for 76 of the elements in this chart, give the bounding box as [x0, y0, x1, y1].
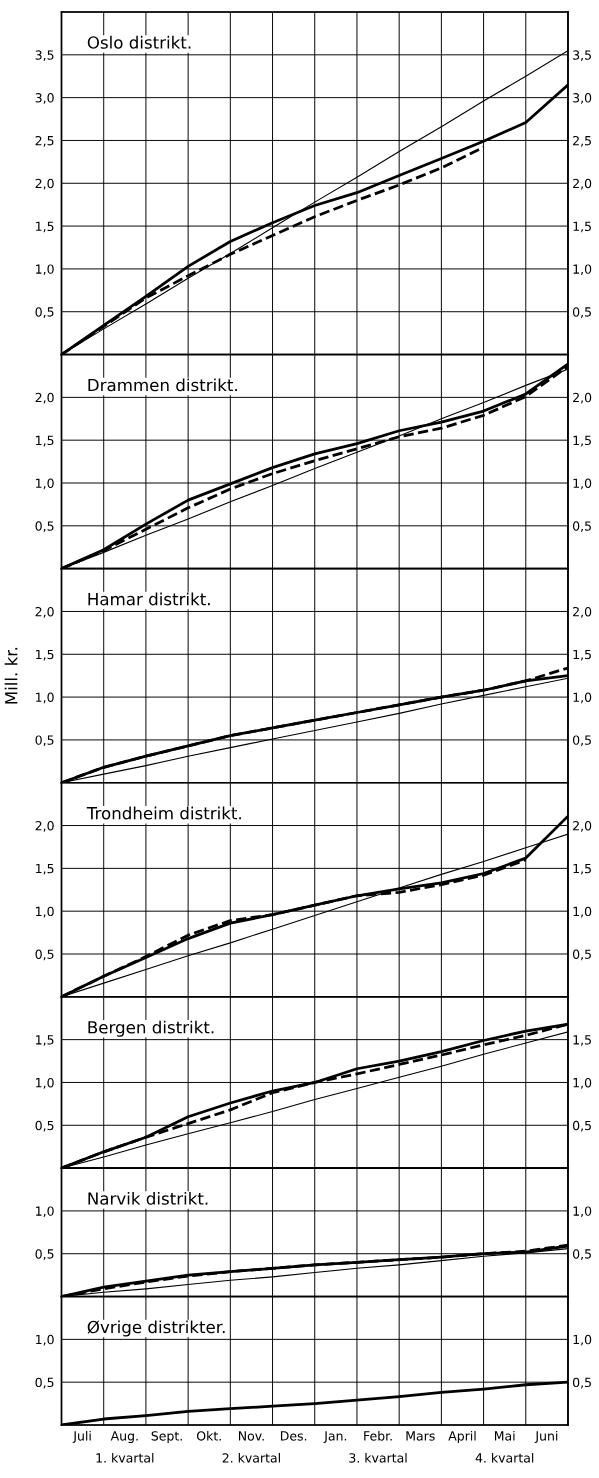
y-tick-label: 1,0 — [36, 906, 54, 918]
text: Jan. — [323, 1431, 347, 1443]
text: April — [448, 1430, 476, 1444]
y2-tick-label: 1,0 — [573, 1206, 592, 1218]
y2-tick-label: 1,0 — [573, 1077, 592, 1089]
y2-tick-label: 0,5 — [572, 1377, 591, 1389]
y-tick-label: 2,5 — [35, 135, 54, 147]
y-tick-label: 1,0 — [36, 692, 54, 704]
y-tick-label: 0,5 — [35, 735, 54, 747]
y-tick-label: 2,0 — [35, 392, 54, 404]
y-tick-label: 0,5 — [35, 1120, 54, 1132]
y-tick-label: 0,5 — [35, 307, 54, 318]
y2-tick-label: 0,5 — [572, 521, 591, 533]
y2-tick-label: 2,0 — [573, 178, 592, 190]
text: 2. kvartal — [222, 1452, 280, 1463]
y2-tick-label: 1,0 — [573, 692, 592, 704]
y2-tick-label: 1,5 — [573, 649, 591, 661]
text: Hamar distrikt. — [88, 592, 210, 606]
y-tick-label: 1,5 — [36, 435, 54, 447]
y-tick-label: 1,0 — [36, 1077, 54, 1089]
y2-tick-label: 0,5 — [572, 1120, 591, 1132]
y2-tick-label: 2,0 — [573, 606, 592, 618]
text: Juli — [72, 1430, 91, 1443]
y-tick-label: 0,5 — [35, 1377, 54, 1389]
y2-tick-label: 0,5 — [572, 735, 591, 747]
y-tick-label: 1,0 — [36, 1334, 54, 1346]
y-tick-label: 1,5 — [36, 864, 54, 875]
text: Øvrige distrikter. — [87, 1320, 225, 1337]
text: Mai — [494, 1430, 515, 1441]
text: 1. kvartal — [96, 1452, 154, 1463]
y-tick-label: 3,0 — [35, 93, 54, 104]
y-tick-label: 2,0 — [35, 606, 54, 618]
y2-tick-label: 1,0 — [573, 264, 592, 276]
y2-tick-label: 1,0 — [573, 478, 592, 490]
y-tick-label: 1,0 — [36, 478, 54, 490]
text: 4. kvartal — [475, 1452, 534, 1463]
y2-tick-label: 1,5 — [573, 864, 591, 875]
text: Juni — [534, 1430, 558, 1443]
y2-tick-label: 1,5 — [573, 435, 591, 447]
y2-tick-label: 3,5 — [573, 50, 591, 62]
y-tick-label: 0,5 — [35, 521, 54, 533]
y2-tick-label: 0,5 — [572, 1249, 591, 1260]
y-tick-label: 1,0 — [36, 1206, 54, 1218]
y2-tick-label: 2,0 — [573, 821, 592, 832]
y2-tick-label: 1,5 — [573, 221, 591, 233]
y-axis-title: Mill. kr. — [4, 647, 18, 704]
text: Sept. — [151, 1431, 182, 1444]
text: Trondheim distrikt. — [86, 806, 241, 820]
y-tick-label: 1,0 — [36, 264, 54, 276]
y-tick-label: 1,5 — [36, 1035, 54, 1046]
y2-tick-label: 1,0 — [573, 1334, 592, 1346]
y-tick-label: 1,5 — [36, 649, 54, 661]
text: Bergen distrikt. — [88, 1020, 214, 1037]
y2-tick-label: 3,0 — [573, 93, 592, 104]
text: Drammen distrikt. — [88, 378, 237, 392]
text: Des. — [280, 1431, 307, 1441]
text: Oslo distrikt. — [87, 35, 191, 49]
text: 3. kvartal — [349, 1452, 407, 1463]
text: Aug. — [110, 1431, 138, 1444]
text: Narvik distrikt. — [88, 1191, 208, 1205]
y-tick-label: 1,5 — [36, 221, 54, 233]
y-tick-label: 2,0 — [35, 821, 54, 832]
y2-tick-label: 1,0 — [573, 906, 592, 918]
y2-tick-label: 2,5 — [573, 135, 591, 147]
y2-tick-label: 2,0 — [573, 392, 592, 404]
y2-tick-label: 1,5 — [573, 1035, 591, 1046]
y2-tick-label: 0,5 — [572, 949, 591, 961]
y2-tick-label: 0,5 — [572, 307, 591, 318]
text: Nov. — [238, 1431, 264, 1441]
y-tick-label: 0,5 — [35, 949, 54, 961]
y-tick-label: 2,0 — [35, 178, 54, 190]
text: Okt. — [196, 1430, 221, 1441]
text: Febr. — [364, 1430, 392, 1441]
y-tick-label: 0,5 — [35, 1249, 54, 1260]
text: Mars — [406, 1431, 435, 1441]
y-tick-label: 3,5 — [35, 50, 54, 62]
